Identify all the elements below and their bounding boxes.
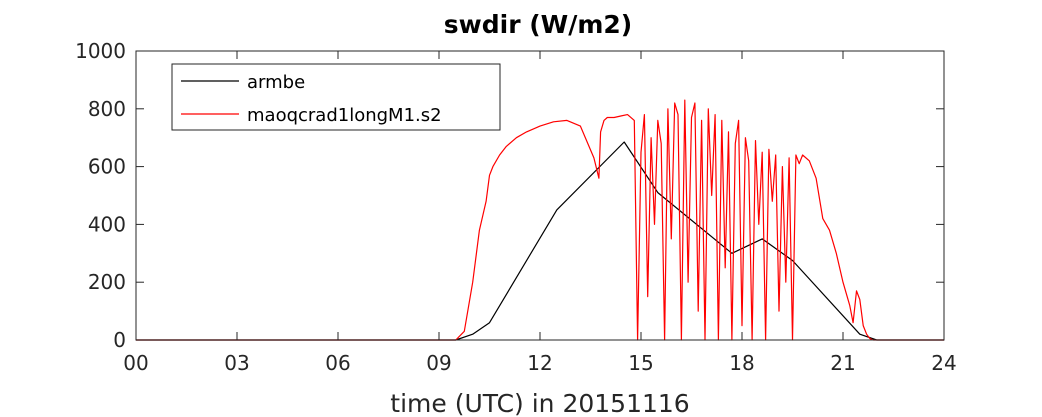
x-tick-label: 00 <box>123 351 148 375</box>
y-axis: 0 200 400 600 800 1000 <box>75 39 944 352</box>
x-tick-label: 03 <box>224 351 249 375</box>
x-tick-label: 15 <box>628 351 653 375</box>
x-axis-label: time (UTC) in 20151116 <box>390 389 689 417</box>
y-tick-label: 400 <box>88 212 126 236</box>
series-layer <box>136 99 944 341</box>
legend: armbe maoqcrad1longM1.s2 <box>171 63 501 131</box>
x-tick-label: 06 <box>325 351 350 375</box>
y-tick-label: 200 <box>88 270 126 294</box>
x-axis: 00 03 06 09 12 15 18 21 24 <box>123 51 957 375</box>
y-tick-label: 800 <box>88 97 126 121</box>
x-tick-label: 09 <box>426 351 451 375</box>
legend-box <box>171 63 501 131</box>
chart-title: swdir (W/m2) <box>444 10 632 39</box>
x-tick-label: 24 <box>931 351 956 375</box>
legend-label-maoqcrad1longM1: maoqcrad1longM1.s2 <box>247 105 442 126</box>
x-tick-label: 21 <box>830 351 855 375</box>
y-tick-label: 600 <box>88 155 126 179</box>
x-tick-label: 18 <box>729 351 754 375</box>
series-line-0 <box>136 141 944 341</box>
legend-label-armbe: armbe <box>247 72 305 93</box>
y-tick-label: 0 <box>113 328 126 352</box>
y-tick-label: 1000 <box>75 39 126 63</box>
series-line-1 <box>136 99 944 341</box>
x-tick-label: 12 <box>527 351 552 375</box>
